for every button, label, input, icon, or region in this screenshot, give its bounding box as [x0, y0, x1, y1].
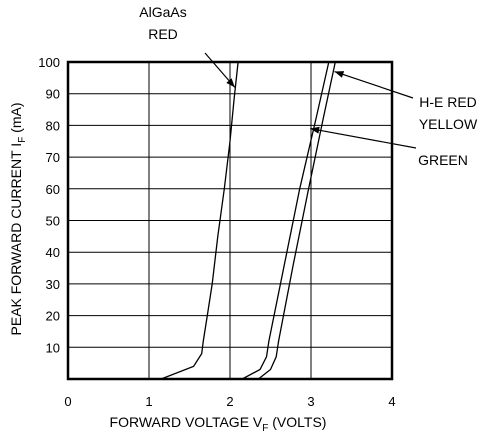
series-labels: AlGaAs RED H-E RED YELLOW GREEN — [139, 4, 478, 168]
x-tick-label: 1 — [145, 394, 152, 409]
x-tick-label: 2 — [226, 394, 233, 409]
series-label: YELLOW — [419, 116, 478, 132]
x-tick-label: 3 — [307, 394, 314, 409]
x-tick-label: 0 — [64, 394, 71, 409]
plot-frame — [66, 60, 394, 381]
series-line-2 — [241, 61, 330, 380]
grid — [68, 62, 392, 379]
series-label: H-E RED — [419, 94, 477, 110]
y-tick-label: 100 — [38, 55, 60, 70]
tick-labels: 0 1 2 3 4 10 20 30 40 50 60 70 80 90 100 — [38, 55, 395, 409]
y-tick-label: 70 — [46, 150, 60, 165]
arrowhead — [334, 71, 345, 78]
series-label: AlGaAs — [139, 4, 186, 20]
y-tick-label: 10 — [46, 340, 60, 355]
x-axis-label: FORWARD VOLTAGE VF (VOLTS) — [110, 414, 327, 434]
y-tick-label: 50 — [46, 214, 60, 229]
y-tick-label: 40 — [46, 245, 60, 260]
series-line-0 — [160, 61, 239, 380]
series-label: RED — [148, 26, 178, 42]
y-tick-label: 20 — [46, 309, 60, 324]
y-tick-label: 80 — [46, 118, 60, 133]
arrowhead — [226, 78, 235, 88]
arrowhead — [310, 126, 320, 134]
leader-line — [310, 127, 417, 149]
x-tick-label: 4 — [388, 394, 395, 409]
y-axis-label: PEAK FORWARD CURRENT IF (mA) — [8, 103, 28, 336]
y-tick-label: 30 — [46, 277, 60, 292]
leader-line — [334, 70, 414, 99]
y-tick-label: 60 — [46, 182, 60, 197]
series-label: GREEN — [418, 152, 468, 168]
y-tick-label: 90 — [46, 87, 60, 102]
